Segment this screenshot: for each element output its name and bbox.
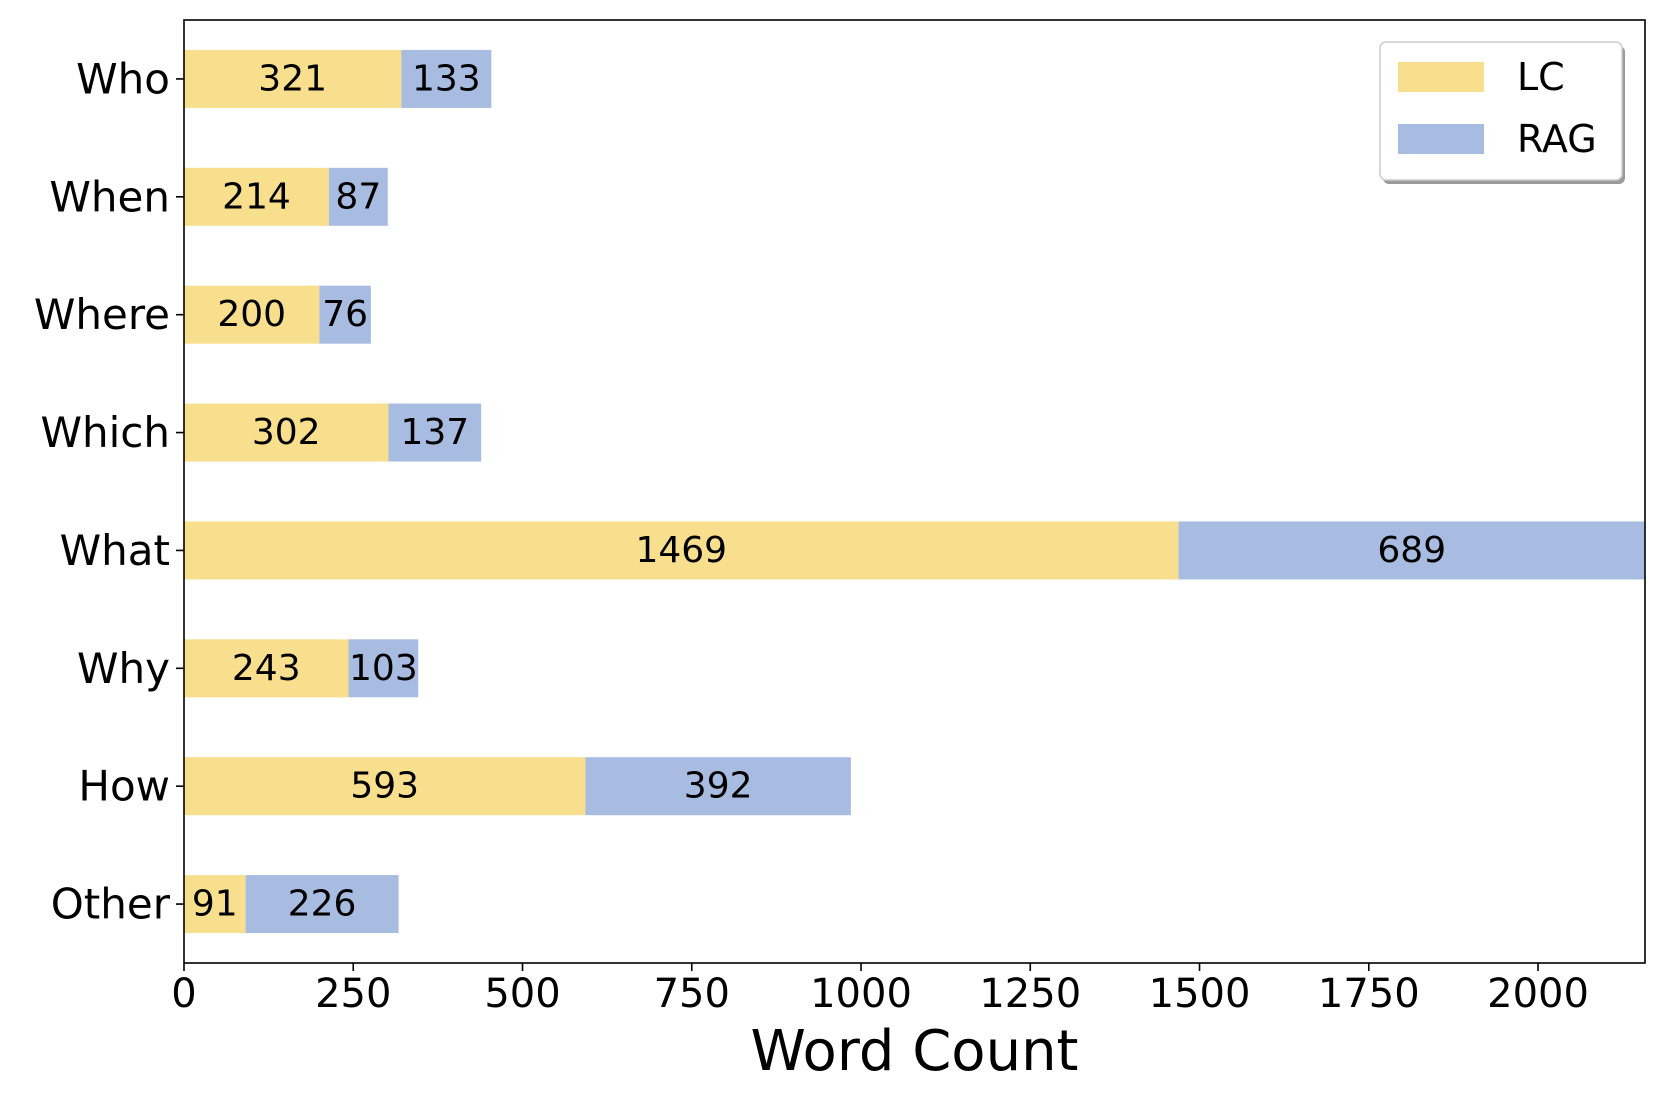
bar-who-rag [401, 49, 492, 108]
bar-value-label-which-rag: 137 [400, 412, 469, 453]
legend-swatch-lc [1398, 62, 1484, 92]
y-category-label: Where [34, 290, 170, 339]
legend-label-lc: LC [1517, 55, 1565, 99]
bar-value-label-how-lc: 593 [350, 766, 419, 807]
bar-other-lc [184, 875, 246, 934]
bar-value-label-where-lc: 200 [217, 294, 286, 335]
bar-who-lc [184, 49, 402, 108]
bar-where-rag [319, 285, 371, 344]
bar-value-label-when-lc: 214 [222, 176, 291, 217]
bar-when-lc [184, 167, 329, 226]
x-tick-label: 750 [654, 971, 730, 1017]
x-tick-label: 1000 [810, 971, 912, 1017]
y-category-label: Why [77, 644, 170, 693]
y-category-label: Which [40, 408, 170, 457]
legend-label-rag: RAG [1517, 117, 1597, 161]
x-tick-label: 1500 [1149, 971, 1251, 1017]
x-tick-label: 250 [315, 971, 391, 1017]
bar-value-label-why-lc: 243 [232, 648, 301, 689]
bar-when-rag [328, 167, 388, 226]
x-tick-label: 0 [171, 971, 196, 1017]
x-tick-label: 1250 [979, 971, 1081, 1017]
bar-value-label-when-rag: 87 [335, 176, 381, 217]
plot-frame [183, 19, 1646, 964]
x-tick-label: 2000 [1487, 971, 1589, 1017]
bar-value-label-why-rag: 103 [349, 648, 418, 689]
legend-swatch-rag [1398, 124, 1484, 154]
bar-how-lc [184, 757, 586, 816]
y-category-label: When [49, 172, 170, 221]
bar-value-label-other-rag: 226 [288, 884, 357, 925]
x-tick-label: 1750 [1318, 971, 1420, 1017]
bars-layer [184, 49, 1645, 934]
bar-which-lc [184, 403, 389, 462]
bar-why-lc [184, 639, 349, 698]
y-category-label: What [60, 526, 170, 575]
bar-value-label-what-lc: 1469 [635, 530, 727, 571]
x-tick-label: 500 [484, 971, 560, 1017]
y-category-label: How [78, 762, 170, 811]
bar-where-lc [184, 285, 320, 344]
bar-other-rag [245, 875, 399, 934]
bar-value-label-what-rag: 689 [1377, 530, 1446, 571]
bar-what-lc [184, 521, 1179, 580]
y-category-label: Who [76, 54, 170, 103]
legend: LC RAG [1379, 41, 1625, 184]
x-axis-title: Word Count [750, 1019, 1078, 1084]
bar-labels-layer: 321 133 214 87 200 76 302 137 1469 689 243 103 593 39… [192, 58, 1446, 924]
bar-which-rag [388, 403, 482, 462]
bar-value-label-who-rag: 133 [412, 58, 481, 99]
bar-value-label-where-rag: 76 [322, 294, 368, 335]
bar-value-label-how-rag: 392 [684, 766, 753, 807]
bar-how-rag [585, 757, 851, 816]
axes-layer: 0 250 500 750 1000 1250 1500 1750 2000 Who When Whe… [34, 19, 1646, 1017]
bar-what-rag [1178, 521, 1645, 580]
bar-why-rag [348, 639, 419, 698]
bar-value-label-which-lc: 302 [252, 412, 321, 453]
bar-value-label-other-lc: 91 [192, 884, 238, 925]
bar-value-label-who-lc: 321 [258, 58, 327, 99]
y-category-label: Other [51, 880, 171, 929]
